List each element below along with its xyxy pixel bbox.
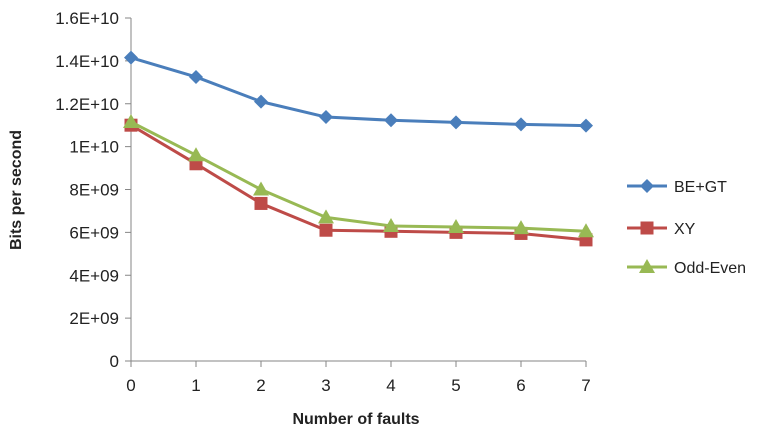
x-tick-label: 6	[516, 376, 525, 395]
legend-marker-odd-even	[639, 259, 655, 273]
legend-label-be-gt: BE+GT	[674, 179, 727, 196]
x-tick-label: 7	[581, 376, 590, 395]
y-tick-label: 0	[110, 352, 119, 371]
x-tick-labels: 0 1 2 3 4 5 6 7	[126, 376, 590, 395]
x-tick-label: 0	[126, 376, 135, 395]
data-point-odd-even	[318, 209, 334, 224]
x-tick-label: 5	[451, 376, 460, 395]
legend-label-odd-even: Odd-Even	[674, 260, 746, 277]
x-tick-label: 4	[386, 376, 395, 395]
y-tick-labels: 0 2E+09 4E+09 6E+09 8E+09 1E+10 1.2E+10 1.4E+10…	[55, 9, 119, 371]
data-point-odd-even	[578, 223, 594, 238]
data-point-be-gt	[319, 110, 333, 125]
data-point-xy	[319, 223, 333, 237]
data-point-be-gt	[254, 94, 268, 109]
axes	[125, 17, 587, 367]
legend: BE+GT XY Odd-Even	[627, 179, 746, 277]
data-point-odd-even	[123, 113, 139, 128]
y-tick-label: 1.4E+10	[55, 52, 119, 71]
data-point-odd-even	[188, 147, 204, 162]
series-line-be-gt	[130, 56, 587, 128]
data-point-be-gt	[384, 113, 398, 128]
y-tick-label: 1.6E+10	[55, 9, 119, 28]
legend-marker-be-gt	[640, 179, 654, 193]
legend-label-xy: XY	[674, 221, 696, 238]
y-tick-label: 1.2E+10	[55, 95, 119, 114]
data-point-odd-even	[383, 217, 399, 232]
y-tick-label: 4E+09	[69, 266, 119, 285]
legend-marker-xy	[640, 221, 654, 235]
x-tick-label: 2	[256, 376, 265, 395]
y-tick-label: 2E+09	[69, 309, 119, 328]
y-axis-title: Bits per second	[8, 130, 25, 250]
x-tick-label: 3	[321, 376, 330, 395]
data-point-odd-even	[448, 219, 464, 234]
series-lines	[123, 50, 594, 247]
data-point-be-gt	[449, 115, 463, 130]
data-point-xy	[254, 196, 268, 210]
y-tick-label: 8E+09	[69, 181, 119, 200]
series-line-xy	[130, 123, 587, 242]
data-point-odd-even	[253, 181, 269, 196]
y-tick-label: 1E+10	[69, 138, 119, 157]
data-point-be-gt	[579, 118, 593, 133]
x-axis-title: Number of faults	[292, 411, 419, 428]
data-point-be-gt	[124, 50, 138, 65]
data-point-odd-even	[513, 220, 529, 235]
y-tick-label: 6E+09	[69, 223, 119, 242]
series-line-odd-even	[130, 120, 587, 233]
data-point-be-gt	[514, 117, 528, 132]
x-tick-label: 1	[191, 376, 200, 395]
data-point-be-gt	[189, 69, 203, 84]
